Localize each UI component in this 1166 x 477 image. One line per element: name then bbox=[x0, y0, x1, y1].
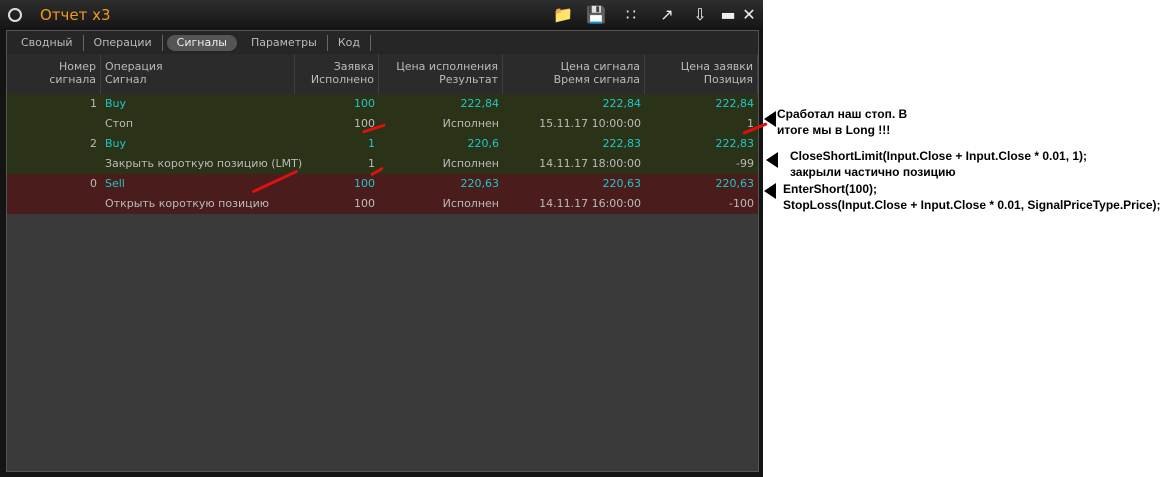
col-order-price[interactable]: Цена заявки Позиция bbox=[645, 54, 758, 94]
cell-exec: Исполнен bbox=[442, 157, 499, 170]
tab-bar: Сводный Операции Сигналы Параметры Код bbox=[7, 31, 758, 54]
cell-qty: 100 bbox=[354, 197, 375, 210]
tab-parameters[interactable]: Параметры bbox=[241, 34, 328, 51]
cell-exec: 222,84 bbox=[460, 97, 500, 110]
scatter-chart-icon[interactable]: ∷ bbox=[625, 5, 637, 24]
cell-qty: 1 bbox=[368, 157, 375, 170]
cell-sig: 14.11.17 16:00:00 bbox=[539, 197, 641, 210]
down-arrow-icon[interactable]: ⇩ bbox=[693, 5, 707, 24]
cell-op: Открыть короткую позицию bbox=[105, 197, 269, 210]
cell-qty: 100 bbox=[354, 97, 375, 110]
cell-num bbox=[7, 114, 101, 134]
col-order[interactable]: Заявка Исполнено bbox=[295, 54, 379, 94]
cell-op: Стоп bbox=[105, 117, 134, 130]
minimize-icon[interactable]: ▬ bbox=[720, 5, 736, 24]
report-window: Отчет x3 📁 💾 ∷ ↗ ⇩ ▬ ✕ Сводный Операции … bbox=[0, 0, 763, 477]
cell-sig: 222,84 bbox=[602, 97, 642, 110]
tab-summary[interactable]: Сводный bbox=[11, 34, 84, 51]
table-row[interactable]: Открыть короткую позицию 100 Исполнен 14.11… bbox=[7, 194, 758, 214]
annotation-enter-short: EnterShort(100); StopLoss(Input.Close + I… bbox=[783, 182, 1161, 212]
arrow-left-icon bbox=[764, 111, 776, 127]
cell-exec: 220,6 bbox=[467, 137, 500, 150]
table-row[interactable]: Закрыть короткую позицию (LMT) 1 Исполнен 1… bbox=[7, 154, 758, 174]
cell-op: Sell bbox=[105, 177, 125, 190]
cell-ord: -99 bbox=[736, 157, 754, 170]
col-operation[interactable]: Операция Сигнал bbox=[101, 54, 295, 94]
tab-code[interactable]: Код bbox=[328, 34, 371, 51]
cell-qty: 1 bbox=[368, 137, 375, 150]
cell-sig: 220,63 bbox=[602, 177, 642, 190]
cell-ord: 222,83 bbox=[715, 137, 755, 150]
cell-ord: 222,84 bbox=[715, 97, 755, 110]
line-chart-icon[interactable]: ↗ bbox=[660, 5, 674, 24]
arrow-left-icon bbox=[764, 183, 776, 199]
cell-op: Buy bbox=[105, 137, 127, 150]
cell-ord: 1 bbox=[747, 117, 754, 130]
cell-sig: 222,83 bbox=[602, 137, 642, 150]
cell-exec: Исполнен bbox=[442, 197, 499, 210]
save-icon[interactable]: 💾 bbox=[586, 5, 606, 24]
cell-exec: Исполнен bbox=[442, 117, 499, 130]
annotation-close-short: CloseShortLimit(Input.Close + Input.Clos… bbox=[790, 149, 1088, 179]
table-row[interactable]: 1 Buy 100 222,84 222,84 222,84 bbox=[7, 94, 758, 114]
window-title: Отчет x3 bbox=[40, 6, 111, 24]
cell-num: 1 bbox=[90, 97, 97, 110]
cell-ord: 220,63 bbox=[715, 177, 755, 190]
cell-num: 0 bbox=[90, 177, 97, 190]
close-icon[interactable]: ✕ bbox=[742, 5, 756, 24]
tab-signals[interactable]: Сигналы bbox=[166, 34, 237, 51]
cell-sig: 15.11.17 10:00:00 bbox=[539, 117, 641, 130]
tab-operations[interactable]: Операции bbox=[84, 34, 163, 51]
cell-ord: -100 bbox=[729, 197, 754, 210]
cell-op: Закрыть короткую позицию (LMT) bbox=[105, 157, 303, 170]
col-exec-price[interactable]: Цена исполнения Результат bbox=[379, 54, 503, 94]
col-signal-price[interactable]: Цена сигнала Время сигнала bbox=[503, 54, 645, 94]
table-row[interactable]: 0 Sell 100 220,63 220,63 220,63 bbox=[7, 174, 758, 194]
cell-exec: 220,63 bbox=[460, 177, 500, 190]
cell-qty: 100 bbox=[354, 177, 375, 190]
table-row[interactable]: 2 Buy 1 220,6 222,83 222,83 bbox=[7, 134, 758, 154]
arrow-left-icon bbox=[766, 152, 778, 168]
app-logo-icon bbox=[8, 8, 22, 22]
table-header: Номер сигнала Операция Сигнал Заявка Испол… bbox=[7, 54, 758, 94]
cell-num bbox=[7, 194, 101, 214]
cell-sig: 14.11.17 18:00:00 bbox=[539, 157, 641, 170]
col-signal-number[interactable]: Номер сигнала bbox=[7, 54, 101, 94]
report-panel: Сводный Операции Сигналы Параметры Код Н… bbox=[6, 30, 759, 472]
cell-qty: 100 bbox=[354, 117, 375, 130]
cell-num bbox=[7, 154, 101, 174]
cell-num: 2 bbox=[90, 137, 97, 150]
cell-op: Buy bbox=[105, 97, 127, 110]
folder-icon[interactable]: 📁 bbox=[553, 5, 573, 24]
